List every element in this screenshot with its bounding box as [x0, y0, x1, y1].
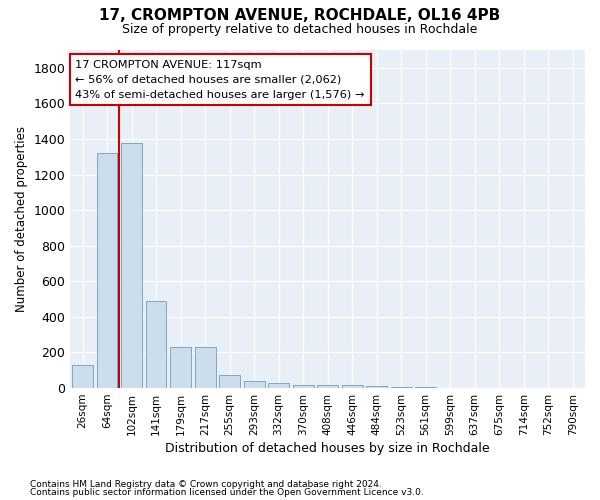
Bar [317, 385, 338, 388]
Text: 17 CROMPTON AVENUE: 117sqm
← 56% of detached houses are smaller (2,062)
43% of s: 17 CROMPTON AVENUE: 117sqm ← 56% of deta… [76, 60, 365, 100]
Bar [72, 365, 93, 388]
Bar [219, 374, 240, 388]
Text: Contains public sector information licensed under the Open Government Licence v3: Contains public sector information licen… [30, 488, 424, 497]
Text: Contains HM Land Registry data © Crown copyright and database right 2024.: Contains HM Land Registry data © Crown c… [30, 480, 382, 489]
Bar [268, 383, 289, 388]
X-axis label: Distribution of detached houses by size in Rochdale: Distribution of detached houses by size … [166, 442, 490, 455]
Bar [342, 386, 362, 388]
Bar [194, 347, 215, 388]
Bar [170, 347, 191, 388]
Bar [146, 301, 166, 388]
Bar [121, 142, 142, 388]
Text: Size of property relative to detached houses in Rochdale: Size of property relative to detached ho… [122, 22, 478, 36]
Bar [244, 381, 265, 388]
Bar [293, 384, 314, 388]
Bar [366, 386, 387, 388]
Bar [97, 153, 118, 388]
Y-axis label: Number of detached properties: Number of detached properties [15, 126, 28, 312]
Bar [391, 386, 412, 388]
Bar [415, 387, 436, 388]
Text: 17, CROMPTON AVENUE, ROCHDALE, OL16 4PB: 17, CROMPTON AVENUE, ROCHDALE, OL16 4PB [100, 8, 500, 22]
